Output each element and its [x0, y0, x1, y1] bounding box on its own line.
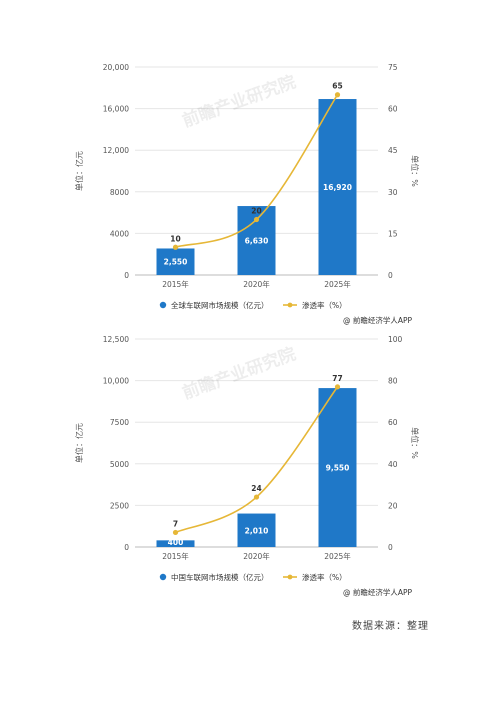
legend-line-label: 渗透率（%）	[302, 300, 347, 310]
left-axis-title: 单位：亿元	[74, 423, 84, 463]
line-point	[253, 494, 260, 500]
bar-data-label: 400	[168, 538, 184, 547]
line-data-label: 65	[332, 82, 342, 91]
legend-bar-label: 全球车联网市场规模（亿元）	[171, 300, 269, 310]
left-tick-label: 7500	[110, 418, 129, 427]
bar	[318, 388, 357, 547]
line-data-label: 77	[332, 374, 342, 383]
x-tick-label: 2020年	[243, 551, 270, 561]
line-data-label: 7	[173, 519, 178, 528]
x-tick-label: 2025年	[324, 279, 351, 289]
right-axis-title: 单位：%	[410, 427, 420, 459]
left-tick-label: 4000	[110, 229, 129, 238]
x-tick-label: 2015年	[162, 279, 189, 289]
legend-bar-marker	[159, 301, 167, 309]
left-tick-label: 0	[124, 271, 129, 280]
credit-label: @ 前瞻经济学人APP	[343, 587, 413, 597]
bar	[156, 248, 195, 275]
watermark: 前瞻产业研究院	[180, 71, 299, 131]
legend-line-label: 渗透率（%）	[302, 572, 347, 582]
right-tick-label: 100	[388, 335, 403, 344]
left-tick-label: 16,000	[103, 105, 129, 114]
right-tick-label: 45	[388, 146, 398, 155]
right-tick-label: 40	[388, 460, 398, 469]
line-data-label: 10	[170, 234, 180, 243]
right-tick-label: 0	[388, 271, 393, 280]
left-tick-label: 10,000	[103, 377, 129, 386]
right-tick-label: 20	[388, 501, 398, 510]
line-series	[175, 386, 339, 534]
left-tick-label: 0	[124, 543, 129, 552]
right-tick-label: 60	[388, 418, 398, 427]
bar	[156, 540, 195, 547]
bar-data-label: 6,630	[245, 237, 269, 246]
global-iov-chart: 0 4000 8000 12,000 16,000 20,000 0 15 30 45 60 75 单位…	[74, 63, 420, 325]
line-point	[253, 216, 260, 223]
right-tick-label: 15	[388, 229, 398, 238]
line-point	[334, 92, 341, 98]
legend-line-dot	[287, 574, 293, 580]
bar	[318, 99, 357, 275]
line-data-label: 24	[251, 484, 261, 493]
credit-label: @ 前瞻经济学人APP	[343, 315, 413, 325]
china-iov-chart: 0 2500 5000 7500 10,000 12,500 0 20 40 60 80 100 单位：…	[74, 335, 420, 597]
line-point	[172, 529, 179, 536]
bar	[237, 513, 276, 547]
line-series	[175, 94, 339, 249]
right-tick-label: 30	[388, 188, 398, 197]
left-tick-label: 20,000	[103, 63, 129, 72]
line-point	[172, 244, 179, 250]
bar-data-label: 2,010	[245, 526, 269, 535]
bar-data-label: 2,550	[164, 258, 188, 267]
left-axis-title: 单位：亿元	[74, 151, 84, 191]
watermark: 前瞻产业研究院	[180, 343, 299, 403]
right-tick-label: 75	[388, 63, 398, 72]
bar-data-label: 9,550	[326, 464, 350, 473]
left-tick-label: 12,000	[103, 146, 129, 155]
legend-bar-marker	[159, 573, 167, 581]
left-tick-label: 12,500	[103, 335, 129, 344]
x-tick-label: 2025年	[324, 551, 351, 561]
source-note: 数据来源：整理	[352, 621, 429, 632]
right-tick-label: 80	[388, 377, 398, 386]
legend-bar-label: 中国车联网市场规模（亿元）	[171, 572, 269, 582]
bar-data-label: 16,920	[323, 183, 352, 192]
legend-line-dot	[287, 302, 293, 308]
left-tick-label: 8000	[110, 188, 129, 197]
right-axis-title: 单位：%	[410, 155, 420, 187]
x-tick-label: 2015年	[162, 551, 189, 561]
x-tick-label: 2020年	[243, 279, 270, 289]
left-tick-label: 2500	[110, 501, 129, 510]
right-tick-label: 60	[388, 105, 398, 114]
line-point	[334, 384, 341, 390]
left-tick-label: 5000	[110, 460, 129, 469]
line-data-label: 20	[251, 207, 261, 216]
right-tick-label: 0	[388, 543, 393, 552]
